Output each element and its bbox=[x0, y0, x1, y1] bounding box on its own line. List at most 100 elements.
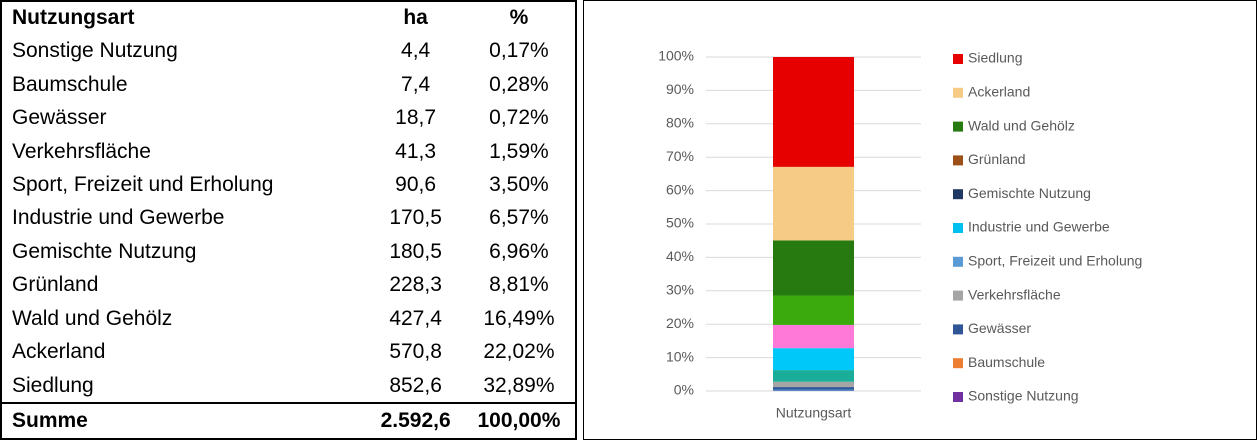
legend-label: Sonstige Nutzung bbox=[968, 388, 1079, 404]
table-cell: 6,57% bbox=[489, 206, 549, 230]
table-cell: 4,4 bbox=[401, 39, 431, 63]
header-cell: Nutzungsart bbox=[12, 6, 135, 30]
table-cell: 7,4 bbox=[401, 72, 431, 96]
table-cell: 0,17% bbox=[489, 39, 549, 63]
table-row: Gewässer 18,7 0,72% bbox=[1, 101, 576, 134]
y-tick-label: 0% bbox=[674, 382, 694, 398]
y-tick-label: 40% bbox=[666, 248, 694, 264]
table-cell: 8,81% bbox=[489, 273, 549, 297]
bar-segment bbox=[773, 57, 854, 167]
data-table: Nutzungsart ha% Sonstige Nutzung 4,4 0,17% Ba… bbox=[0, 0, 577, 440]
table-cell: Grünland bbox=[12, 273, 99, 297]
y-tick-label: 70% bbox=[666, 148, 694, 164]
legend-swatch bbox=[953, 358, 963, 369]
bar-segment bbox=[773, 240, 854, 296]
bar-segment bbox=[773, 166, 854, 241]
legend-swatch bbox=[953, 87, 963, 98]
y-tick-label: 60% bbox=[666, 181, 694, 197]
table-cell: Ackerland bbox=[12, 340, 106, 364]
bar-segment bbox=[773, 389, 854, 391]
header-row: Nutzungsart ha% bbox=[1, 1, 576, 34]
legend-swatch bbox=[953, 223, 963, 233]
table-cell: 32,89% bbox=[483, 373, 555, 397]
table-cell: 3,50% bbox=[489, 172, 549, 196]
bar-segment bbox=[773, 370, 854, 382]
legend-swatch bbox=[953, 290, 963, 301]
table-cell: Sonstige Nutzung bbox=[12, 39, 178, 63]
legend-swatch bbox=[953, 256, 963, 267]
legend-label: Wald und Gehölz bbox=[968, 117, 1075, 133]
legend-label: Verkehrsfläche bbox=[968, 286, 1061, 302]
table-cell: 427,4 bbox=[389, 306, 442, 330]
table-row: Verkehrsfläche 41,3 1,59% bbox=[1, 135, 576, 168]
total-cell: 100,00% bbox=[462, 402, 576, 439]
bar-segment bbox=[773, 390, 854, 391]
bar-segment bbox=[773, 295, 854, 325]
table-cell: 16,49% bbox=[483, 306, 555, 330]
table-row: Siedlung 852,6 32,89% bbox=[1, 369, 576, 403]
legend-swatch bbox=[953, 189, 963, 200]
table-cell: Gewässer bbox=[12, 106, 107, 130]
total-cell: Summe bbox=[1, 402, 369, 439]
legend-label: Siedlung bbox=[968, 50, 1023, 66]
table-cell: 170,5 bbox=[389, 206, 442, 230]
table-row: Sport, Freizeit und Erholung 90,6 3,50% bbox=[1, 168, 576, 201]
legend-swatch bbox=[953, 121, 963, 132]
table-cell: Baumschule bbox=[12, 72, 128, 96]
table-row: Sonstige Nutzung 4,4 0,17% bbox=[1, 34, 576, 67]
bar-segment bbox=[773, 381, 854, 388]
table-cell: 1,59% bbox=[489, 139, 549, 163]
table-cell: 0,28% bbox=[489, 72, 549, 96]
table-cell: Wald und Gehölz bbox=[12, 306, 173, 330]
legend-label: Ackerland bbox=[968, 84, 1030, 100]
table-row: Ackerland 570,8 22,02% bbox=[1, 336, 576, 369]
legend-label: Sport, Freizeit und Erholung bbox=[968, 253, 1142, 269]
header-cell: % bbox=[509, 6, 529, 30]
legend-swatch bbox=[953, 324, 963, 335]
table-cell: 41,3 bbox=[395, 139, 437, 163]
header-cell: ha bbox=[403, 6, 428, 30]
legend-label: Gemischte Nutzung bbox=[968, 185, 1091, 201]
chart: 0% 10% 20% 30% 40% 50% 60% 70% 80% 90% 100% Nutzung… bbox=[658, 48, 1142, 421]
table-cell: Sport, Freizeit und Erholung bbox=[12, 172, 274, 196]
table-cell: 0,72% bbox=[489, 106, 549, 130]
legend-swatch bbox=[953, 155, 963, 166]
table-row: Grünland 228,3 8,81% bbox=[1, 269, 576, 302]
total-row: Summe 2.592,6 100,00% bbox=[1, 402, 576, 439]
y-tick-label: 50% bbox=[666, 215, 694, 231]
table-cell: Siedlung bbox=[12, 373, 94, 397]
legend-label: Grünland bbox=[968, 151, 1026, 167]
y-tick-label: 90% bbox=[666, 81, 694, 97]
table-cell: 22,02% bbox=[483, 340, 555, 364]
legend-swatch bbox=[953, 54, 963, 64]
legend-label: Baumschule bbox=[968, 354, 1045, 370]
total-cell: 2.592,6 bbox=[368, 402, 463, 439]
bar-segment bbox=[773, 387, 854, 390]
legend-label: Gewässer bbox=[968, 320, 1031, 336]
table-cell: Industrie und Gewerbe bbox=[12, 206, 225, 230]
table-cell: 6,96% bbox=[489, 239, 549, 263]
table-cell: 228,3 bbox=[389, 273, 442, 297]
table-cell: 852,6 bbox=[389, 373, 442, 397]
y-tick-label: 100% bbox=[658, 48, 694, 64]
table-cell: Gemischte Nutzung bbox=[12, 239, 197, 263]
y-tick-label: 80% bbox=[666, 115, 694, 131]
chart-panel: 0% 10% 20% 30% 40% 50% 60% 70% 80% 90% 100% Nutzung… bbox=[583, 0, 1257, 440]
y-tick-label: 20% bbox=[666, 315, 694, 331]
table-cell: 18,7 bbox=[395, 106, 437, 130]
x-tick-label: Nutzungsart bbox=[776, 405, 852, 421]
bar-segment bbox=[773, 324, 854, 349]
table-cell: 90,6 bbox=[395, 172, 437, 196]
table-row: Gemischte Nutzung 180,5 6,96% bbox=[1, 235, 576, 268]
y-tick-label: 10% bbox=[666, 348, 694, 364]
table-cell: 570,8 bbox=[389, 340, 442, 364]
bar-segment bbox=[773, 348, 854, 371]
legend-label: Industrie und Gewerbe bbox=[968, 219, 1110, 235]
table-cell: Verkehrsfläche bbox=[12, 139, 151, 163]
table-row: Wald und Gehölz 427,4 16,49% bbox=[1, 302, 576, 335]
y-tick-label: 30% bbox=[666, 282, 694, 298]
table-row: Baumschule 7,4 0,28% bbox=[1, 68, 576, 101]
table-cell: 180,5 bbox=[389, 239, 442, 263]
legend-swatch bbox=[953, 392, 963, 402]
